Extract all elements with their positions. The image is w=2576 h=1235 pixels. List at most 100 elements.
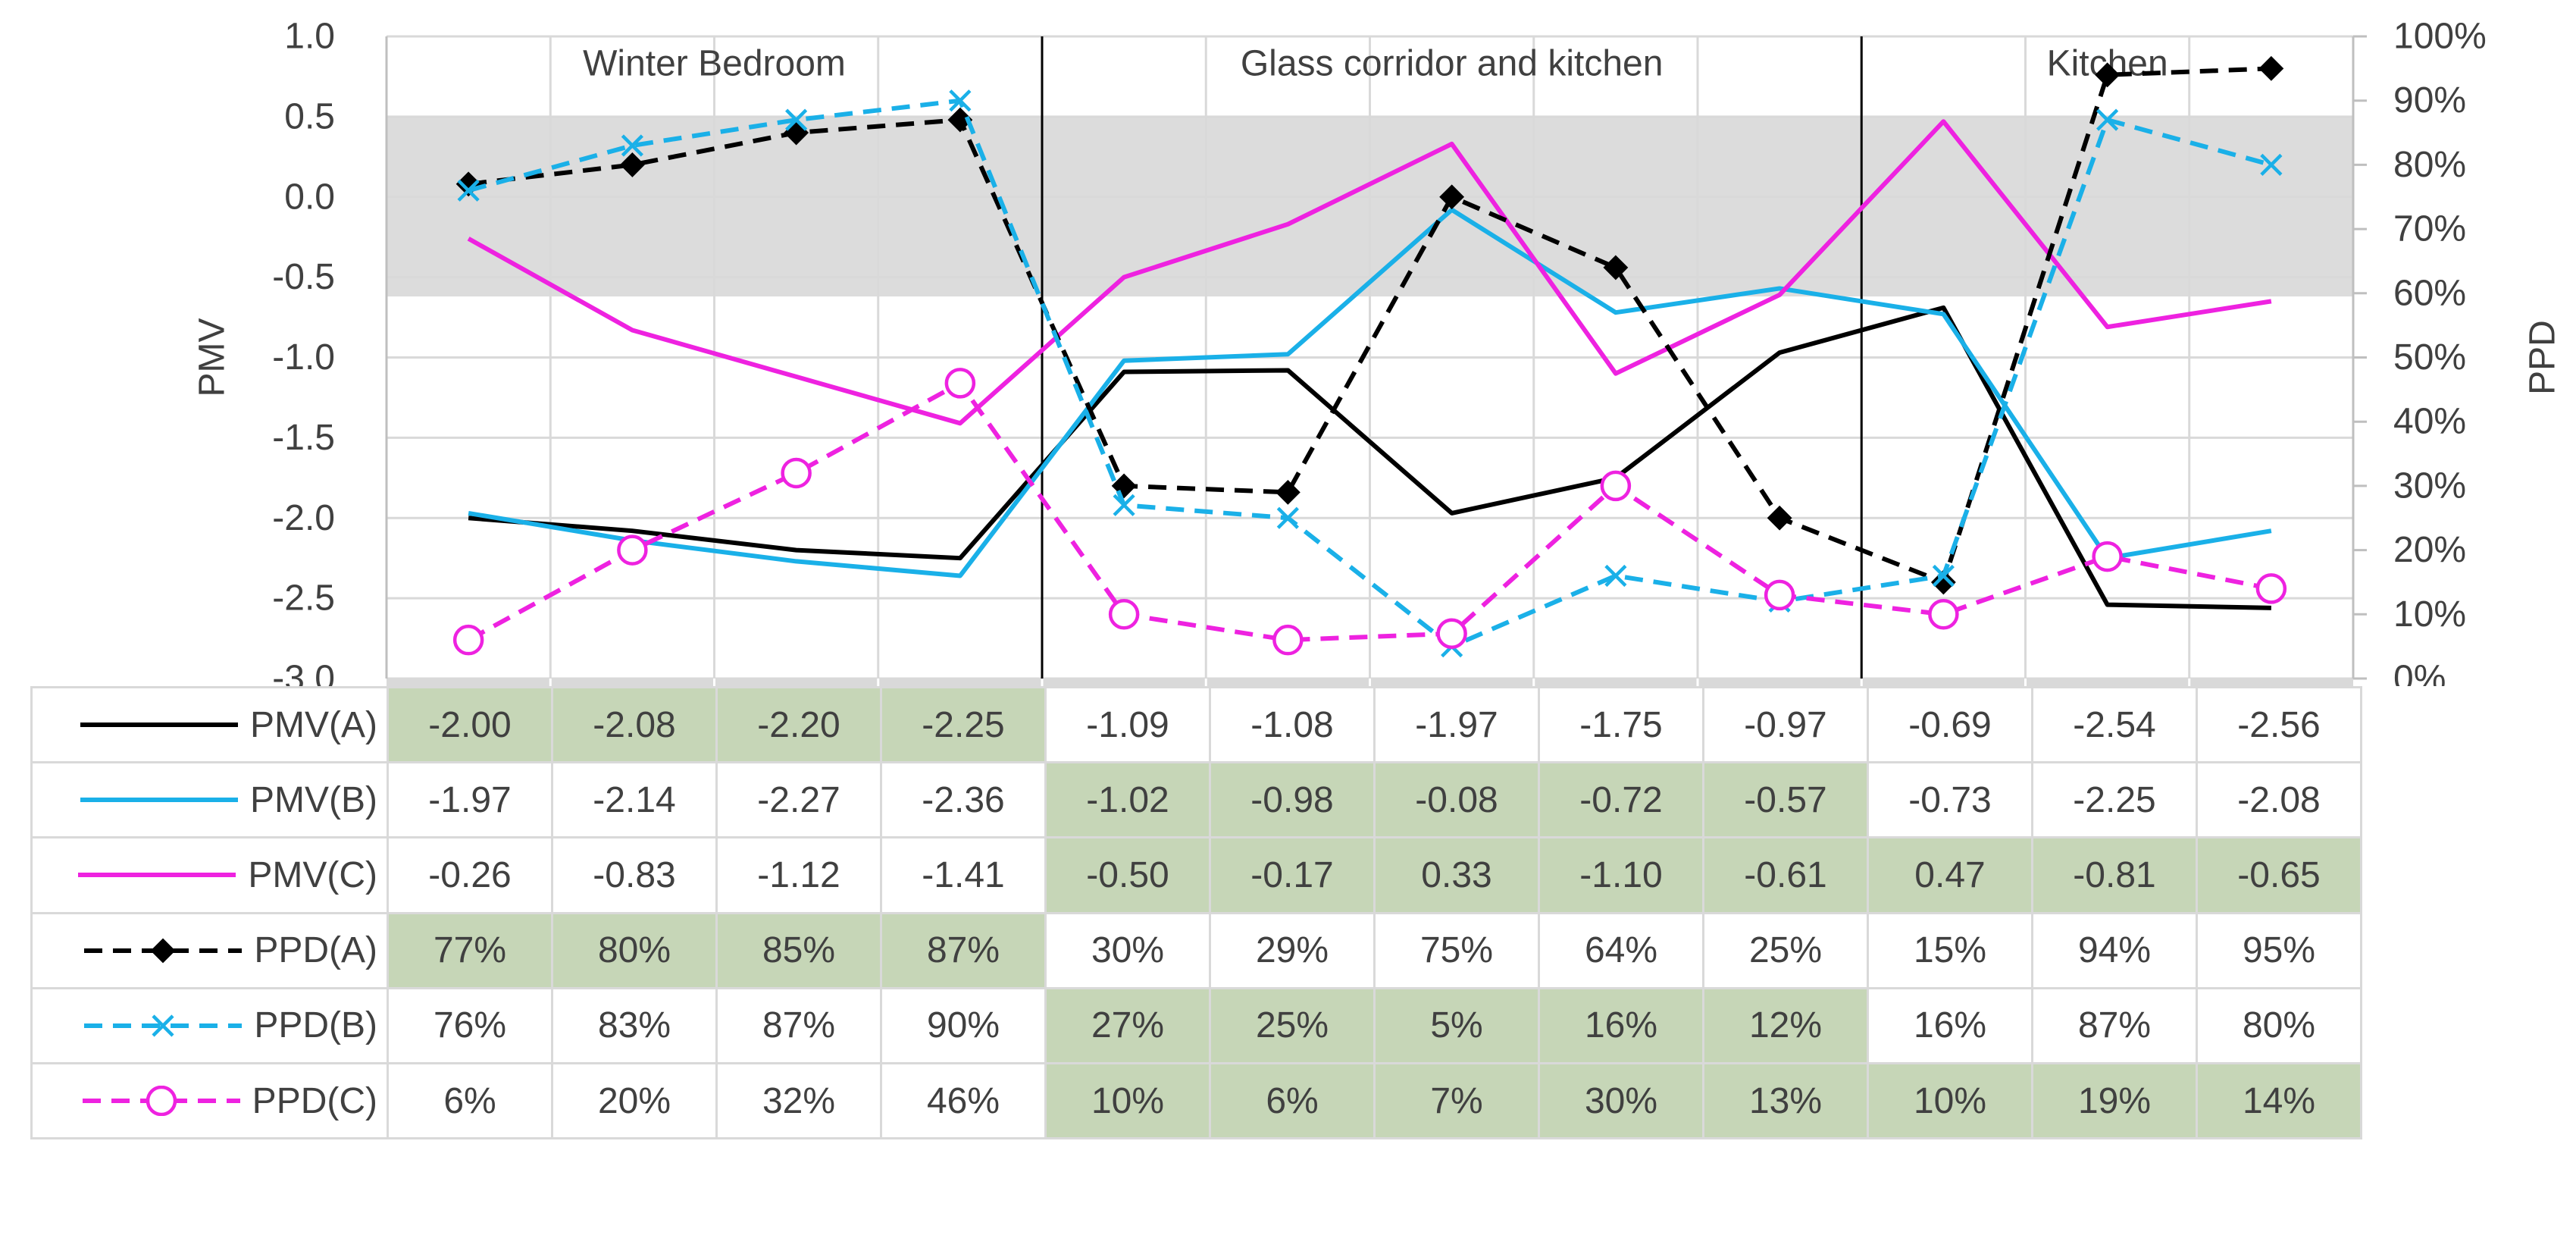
y-tick-label: -1.5 bbox=[272, 418, 335, 458]
legend-label: PPD(B) bbox=[254, 1005, 377, 1046]
table-row: PMV(C) -0.26 -0.83 -1.12 -1.41 -0.50 -0.17 0.33… bbox=[30, 836, 2362, 914]
table-cell: 6% bbox=[387, 1061, 553, 1140]
data-point-ppd-c bbox=[2092, 541, 2123, 572]
y-axis-title: PMV bbox=[192, 318, 233, 397]
data-point-ppd-b bbox=[1113, 494, 1135, 516]
table-cell: -2.25 bbox=[880, 685, 1047, 764]
table-cell: 14% bbox=[2196, 1061, 2362, 1140]
data-point-ppd-a bbox=[2258, 55, 2284, 81]
table-cell: 29% bbox=[1209, 911, 1376, 989]
data-point-ppd-a bbox=[619, 152, 645, 177]
table-cell: 94% bbox=[2031, 911, 2198, 989]
legend-key-cell: PPD(B) bbox=[30, 986, 389, 1064]
data-point-ppd-b bbox=[949, 89, 972, 112]
table-cell: 95% bbox=[2196, 911, 2362, 989]
data-point-ppd-b bbox=[785, 108, 808, 131]
table-cell: -1.12 bbox=[715, 836, 882, 914]
table-cell: -1.97 bbox=[387, 761, 553, 839]
table-row: PMV(B) -1.97 -2.14 -2.27 -2.36 -1.02 -0.98 -0.0… bbox=[30, 761, 2362, 839]
region-label: Winter Bedroom bbox=[583, 44, 846, 84]
table-cell: -0.97 bbox=[1702, 685, 1869, 764]
series-line-pmv-b bbox=[468, 207, 2272, 578]
data-point-ppd-c bbox=[1272, 624, 1304, 656]
legend-key-cell: PMV(A) bbox=[30, 685, 389, 764]
data-point-ppd-a bbox=[2095, 62, 2121, 88]
y-tick-label: -2.5 bbox=[272, 578, 335, 619]
data-point-ppd-c bbox=[1928, 599, 1959, 630]
table-cell: 76% bbox=[387, 986, 553, 1064]
data-point-ppd-a bbox=[947, 107, 973, 133]
table-cell: 87% bbox=[880, 911, 1047, 989]
data-point-ppd-a bbox=[1603, 255, 1629, 281]
data-point-ppd-c bbox=[452, 624, 484, 656]
table-cell: 30% bbox=[1538, 1061, 1704, 1140]
y2-tick-label: 70% bbox=[2393, 209, 2466, 249]
data-point-ppd-b bbox=[1932, 564, 1955, 588]
data-point-ppd-c bbox=[1108, 599, 1140, 630]
y-tick-label: -0.5 bbox=[272, 257, 335, 297]
legend-marker bbox=[146, 1086, 177, 1117]
table-cell: -2.08 bbox=[551, 685, 718, 764]
legend-label: PPD(A) bbox=[254, 930, 377, 971]
table-cell: 7% bbox=[1373, 1061, 1540, 1140]
data-point-ppd-a bbox=[1930, 569, 1956, 595]
data-point-ppd-b bbox=[1604, 564, 1627, 588]
y-tick-label: 0.5 bbox=[284, 96, 335, 136]
table-cell: 0.33 bbox=[1373, 836, 1540, 914]
data-point-ppd-a bbox=[1767, 505, 1792, 531]
table-cell: -1.97 bbox=[1373, 685, 1540, 764]
table-row: PMV(A) -2.00 -2.08 -2.20 -2.25 -1.09 -1.08 -1.9… bbox=[30, 685, 2362, 764]
data-point-ppd-a bbox=[1275, 479, 1301, 505]
table-cell: 83% bbox=[551, 986, 718, 1064]
chart: 0:002:004:006:008:0010:0012:0014:0016:00… bbox=[192, 17, 2563, 686]
table-cell: 25% bbox=[1702, 911, 1869, 989]
table-cell: 85% bbox=[715, 911, 882, 989]
y-tick-label: 0.0 bbox=[284, 177, 335, 217]
table-cell: 16% bbox=[1867, 986, 2033, 1064]
table-cell: 87% bbox=[2031, 986, 2198, 1064]
legend-marker bbox=[152, 1014, 174, 1037]
legend-label: PPD(C) bbox=[252, 1080, 377, 1121]
data-point-ppd-a bbox=[1439, 184, 1465, 210]
table-cell: -1.08 bbox=[1209, 685, 1376, 764]
table-cell: -0.83 bbox=[551, 836, 718, 914]
table-cell: 20% bbox=[551, 1061, 718, 1140]
y2-tick-label: 60% bbox=[2393, 273, 2466, 313]
data-point-ppd-c bbox=[781, 457, 812, 489]
table-cell: -0.08 bbox=[1373, 761, 1540, 839]
table-cell: -1.09 bbox=[1044, 685, 1211, 764]
table-row: PPD(A) 77% 80% 85% 87% 30% 29% 75% 64% 25% 15% 94% 9… bbox=[30, 911, 2362, 989]
table-cell: 10% bbox=[1044, 1061, 1211, 1140]
table-cell: 32% bbox=[715, 1061, 882, 1140]
y2-tick-label: 10% bbox=[2393, 594, 2466, 635]
data-point-ppd-c bbox=[2255, 573, 2287, 604]
table-cell: -0.73 bbox=[1867, 761, 2033, 839]
table-cell: 80% bbox=[2196, 986, 2362, 1064]
table-cell: -0.17 bbox=[1209, 836, 1376, 914]
table-cell: -2.56 bbox=[2196, 685, 2362, 764]
legend-label: PMV(B) bbox=[250, 779, 377, 820]
legend-label: PMV(A) bbox=[250, 704, 377, 745]
y2-tick-label: 100% bbox=[2393, 17, 2487, 57]
table-cell: 19% bbox=[2031, 1061, 2198, 1140]
table-cell: 13% bbox=[1702, 1061, 1869, 1140]
y-tick-label: 1.0 bbox=[284, 17, 335, 57]
table-cell: 77% bbox=[387, 911, 553, 989]
y2-tick-label: 20% bbox=[2393, 530, 2466, 570]
table-cell: 75% bbox=[1373, 911, 1540, 989]
y2-axis-title: PPD bbox=[2523, 320, 2563, 395]
y2-tick-label: 90% bbox=[2393, 80, 2466, 121]
y-tick-label: -1.0 bbox=[272, 337, 335, 378]
legend-swatch bbox=[78, 873, 236, 878]
legend-swatch bbox=[82, 1086, 240, 1117]
table-cell: 5% bbox=[1373, 986, 1540, 1064]
legend-swatch bbox=[80, 723, 238, 728]
table-cell: -2.54 bbox=[2031, 685, 2198, 764]
data-point-ppd-c bbox=[1764, 579, 1795, 611]
table-cell: -0.65 bbox=[2196, 836, 2362, 914]
legend-marker bbox=[150, 938, 176, 964]
table-cell: -0.57 bbox=[1702, 761, 1869, 839]
data-point-ppd-c bbox=[1436, 618, 1467, 649]
table-cell: -2.25 bbox=[2031, 761, 2198, 839]
table-cell: -1.02 bbox=[1044, 761, 1211, 839]
